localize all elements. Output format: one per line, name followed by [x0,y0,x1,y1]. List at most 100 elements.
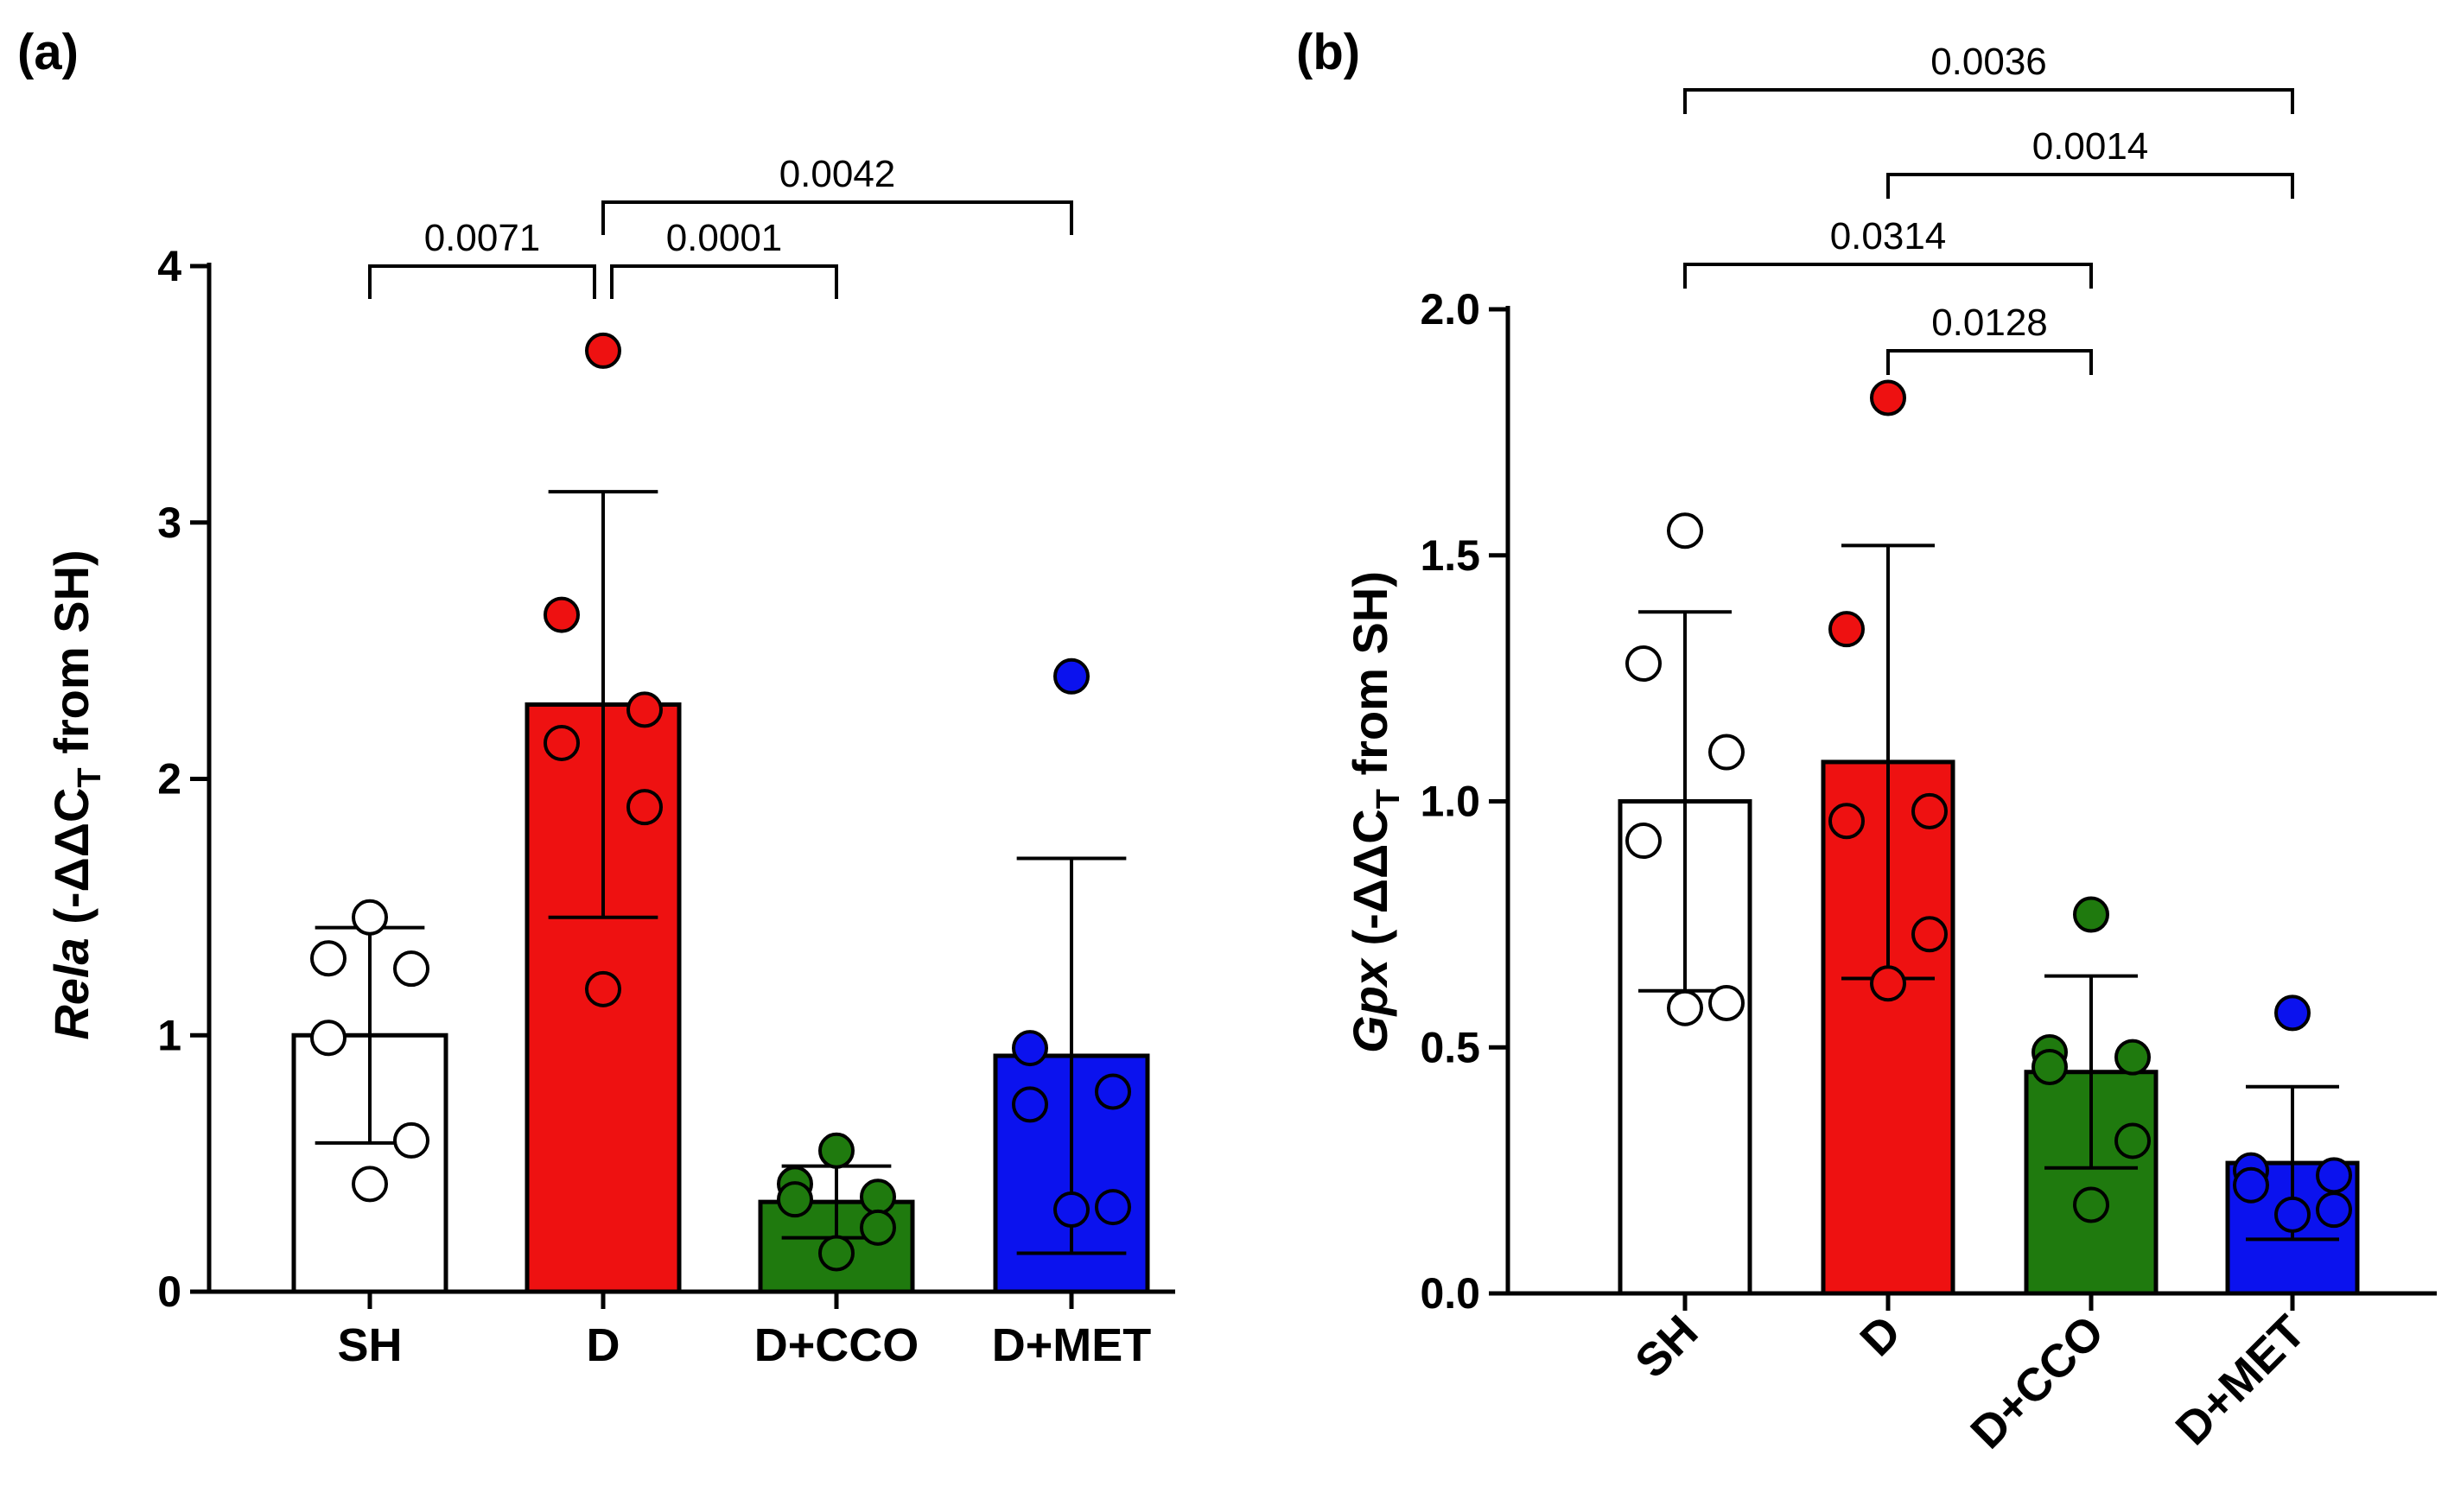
panel-a-data-point [626,789,663,826]
panel-b-significance-bracket: 0.0036 [1683,41,2294,114]
panel-a-error-bar-1 [548,490,658,919]
panel-a-y-axis-label: Rela (-ΔΔCT from SH) [44,550,108,1039]
panel-a-y-axis-prefix: (-ΔΔC [44,788,99,938]
panel-b-data-point [2073,1186,2109,1223]
panel-b-y-axis-gene: Gpx [1343,956,1397,1053]
panel-b-data-point [1828,611,1865,648]
panel-b-data-point [2233,1166,2269,1204]
panel-b-error-bar-2 [2044,974,2138,1170]
bracket-line [1683,88,2294,114]
panel-a-label: (a) [17,24,79,80]
panel-a-data-point [1012,1086,1048,1123]
panel-a-y-tick-label: 4 [157,242,181,290]
panel-b-data-point [2274,1196,2311,1233]
panel-b-y-tick-label: 1.0 [1420,778,1480,826]
panel-b-data-point [1625,645,1662,683]
panel-a-data-point [352,1166,388,1203]
panel-a-data-point [310,1020,347,1057]
panel-b-data-point [1667,512,1703,550]
panel-b-y-tick-label: 2.0 [1420,285,1480,334]
panel-a-data-point [860,1209,896,1246]
panel-a-data-point [352,899,388,936]
panel-a-y-axis-label-text: Rela (-ΔΔCT from SH) [44,550,108,1039]
panel-b-data-point [2274,994,2311,1032]
panel-a-data-point [1012,1030,1048,1067]
panel-a-data-point [393,1121,429,1159]
panel-b-data-point [2073,896,2109,933]
panel-b-category-label: D+MET [2166,1306,2316,1455]
panel-b-y-axis-label-text: Gpx (-ΔΔCT from SH) [1343,571,1407,1053]
panel-a-category-label: SH [337,1319,402,1371]
p-value-label: 0.0042 [779,153,896,195]
panel-a-data-point [1095,1189,1131,1226]
bracket-line [1886,349,2093,375]
bracket-line [601,200,1073,235]
panel-b-category-label: D+CCO [1961,1306,2114,1458]
p-value-label: 0.0001 [666,217,783,259]
panel-b-data-point [1667,989,1703,1026]
panel-b-label: (b) [1296,24,1360,80]
p-value-label: 0.0128 [1931,302,2048,344]
panel-a-data-point [777,1181,813,1218]
panel-b-data-point [2316,1191,2352,1229]
panel-a-y-axis-subscript: T [72,767,108,787]
panel-b-y-tick-label: 1.5 [1420,531,1480,580]
panel-b-data-point [1911,916,1948,953]
panel-b-y-axis-subscript: T [1370,789,1407,809]
p-value-label: 0.0014 [2032,125,2149,168]
p-value-label: 0.0071 [424,217,541,259]
panel-a-y-tick-label: 1 [157,1011,181,1059]
panel-b-y-tick-label: 0.0 [1420,1269,1480,1318]
panel-b: (b) Gpx (-ΔΔCT from SH) 0.0 0.5 1.0 1.5 2.0 S… [1296,24,2437,1458]
panel-a-data-point [585,332,621,369]
panel-a-data-point [818,1235,855,1272]
panel-a-data-point [818,1132,855,1169]
panel-b-data-point [2114,1122,2151,1159]
panel-a-data-point [544,596,580,633]
panel-b-significance-bracket: 0.0128 [1886,302,2093,375]
panel-b-y-axis-prefix: (-ΔΔC [1343,809,1397,959]
bracket-line [1886,173,2294,199]
panel-b-significance-bracket: 0.0014 [1886,125,2294,199]
panel-b-data-point [1708,734,1745,771]
panel-a-significance-bracket: 0.0001 [610,217,838,299]
panel-a-data-point [1095,1073,1131,1110]
panel-a: (a) Rela (-ΔΔCT from SH) 0 1 2 3 4 SH D D+CCO D+… [17,24,1175,1371]
panel-a-y-tick-label: 0 [157,1267,181,1316]
panel-b-y-axis-suffix: from SH) [1343,571,1397,789]
panel-b-significance-bracket: 0.0314 [1683,215,2093,289]
bracket-line [368,264,596,299]
panel-a-significance-bracket: 0.0071 [368,217,596,299]
panel-a-category-label: D+MET [992,1319,1152,1371]
bracket-line [610,264,838,299]
panel-a-data-point [860,1178,896,1216]
panel-a-y-tick-label: 3 [157,499,181,547]
panel-a-significance-bracket: 0.0042 [601,153,1073,235]
panel-a-data-point [393,950,429,988]
panel-a-data-point [585,970,621,1007]
panel-a-category-label: D [587,1319,620,1371]
panel-b-category-label: SH [1625,1306,1707,1388]
p-value-label: 0.0314 [1830,215,1947,257]
panel-b-data-point [2114,1039,2151,1076]
panel-a-data-point [544,724,580,761]
panel-a-data-point [1053,658,1090,695]
panel-b-category-label: D [1850,1306,1911,1366]
panel-a-y-tick-label: 2 [157,755,181,804]
panel-b-data-point [2032,1049,2068,1086]
panel-a-y-axis-gene: Rela [44,937,99,1039]
bracket-line [1683,263,2093,289]
panel-b-y-axis-label: Gpx (-ΔΔCT from SH) [1343,571,1407,1053]
panel-b-y-tick-label: 0.5 [1420,1023,1480,1071]
panel-b-data-point [1870,965,1906,1002]
panel-b-data-point [2316,1157,2352,1194]
panel-a-data-point [1053,1191,1090,1229]
panel-b-data-point [1625,823,1662,860]
panel-a-error-bar-3 [1016,856,1127,1255]
panel-b-data-point [1870,379,1906,416]
panel-a-data-point [626,691,663,728]
panel-b-data-point [1828,803,1865,840]
panel-a-category-label: D+CCO [754,1319,919,1371]
panel-b-data-point [1911,792,1948,829]
